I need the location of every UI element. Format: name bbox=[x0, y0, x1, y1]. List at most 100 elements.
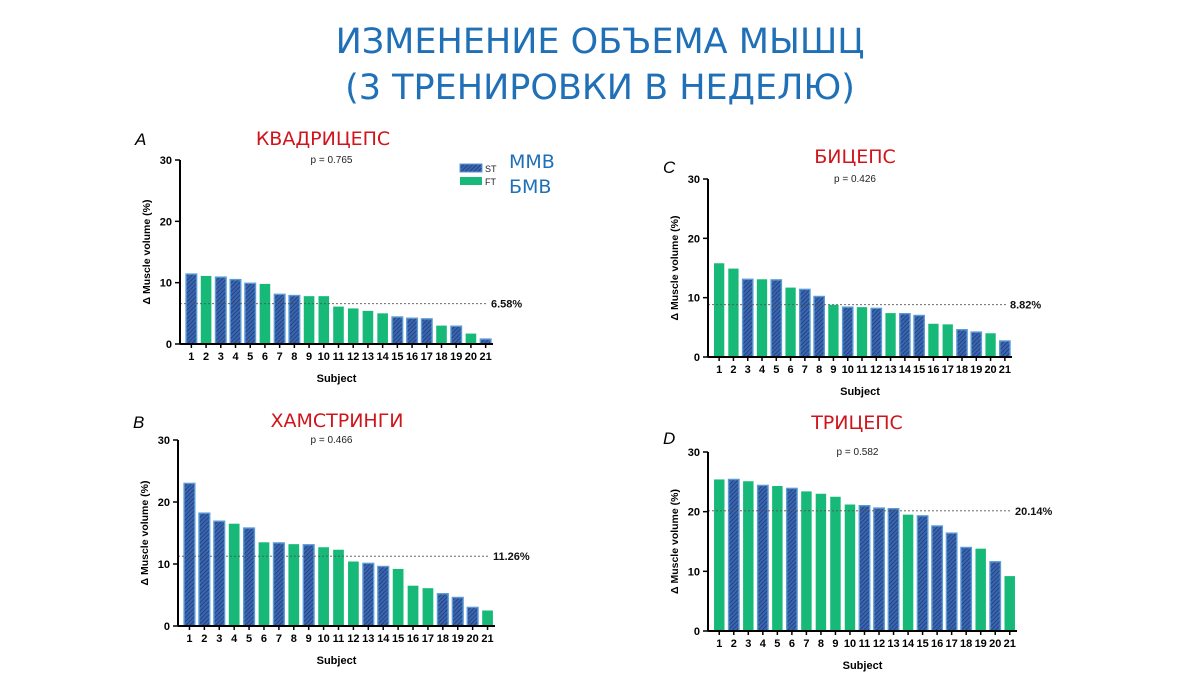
bar-subject-2 bbox=[727, 478, 740, 632]
x-tick-label: 16 bbox=[407, 633, 419, 645]
bar-subject-18 bbox=[956, 329, 968, 358]
x-tick-label: 12 bbox=[870, 364, 882, 376]
x-tick-label: 18 bbox=[435, 351, 447, 363]
x-tick-label: 19 bbox=[970, 364, 982, 376]
x-tick-label: 10 bbox=[842, 364, 854, 376]
x-tick-label: 21 bbox=[481, 633, 493, 645]
y-axis-label: Δ Muscle volume (%) bbox=[669, 489, 681, 594]
bar-subject-17 bbox=[420, 318, 433, 345]
x-tick-label: 2 bbox=[730, 364, 736, 376]
bar-subject-5 bbox=[770, 279, 783, 358]
bar-subject-11 bbox=[856, 307, 868, 357]
x-tick-label: 18 bbox=[956, 364, 968, 376]
bar-subject-15 bbox=[913, 314, 925, 358]
x-tick-label: 5 bbox=[774, 638, 780, 650]
bar-subject-14 bbox=[899, 312, 911, 358]
bar-subject-6 bbox=[259, 283, 271, 344]
legend-label-st: ST bbox=[485, 164, 497, 174]
x-tick-label: 3 bbox=[218, 351, 224, 363]
p-value-label: p = 0.466 bbox=[311, 435, 353, 446]
bar-subject-17 bbox=[942, 324, 953, 357]
x-tick-label: 15 bbox=[391, 351, 403, 363]
x-tick-label: 17 bbox=[421, 351, 433, 363]
bar-subject-11 bbox=[333, 306, 344, 344]
x-tick-label: 5 bbox=[773, 364, 779, 376]
y-tick-label: 0 bbox=[166, 339, 172, 351]
x-tick-label: 4 bbox=[759, 364, 766, 376]
x-tick-label: 2 bbox=[731, 638, 737, 650]
bar-subject-17 bbox=[422, 588, 434, 626]
x-tick-label: 19 bbox=[975, 638, 987, 650]
bar-subject-4 bbox=[228, 523, 240, 626]
x-tick-label: 11 bbox=[333, 351, 345, 363]
y-tick-label: 30 bbox=[688, 174, 700, 186]
x-tick-label: 8 bbox=[291, 633, 297, 645]
bar-subject-6 bbox=[785, 287, 796, 357]
y-tick-label: 30 bbox=[160, 155, 172, 167]
bar-subject-4 bbox=[756, 484, 769, 632]
x-tick-label: 14 bbox=[899, 364, 912, 376]
bar-subject-13 bbox=[362, 310, 374, 344]
bar-subject-13 bbox=[887, 507, 900, 632]
panel-letter: A bbox=[134, 130, 146, 149]
x-tick-label: 18 bbox=[437, 633, 449, 645]
x-tick-label: 5 bbox=[247, 351, 253, 363]
x-tick-label: 5 bbox=[246, 633, 252, 645]
x-tick-label: 10 bbox=[318, 351, 330, 363]
x-tick-label: 9 bbox=[306, 351, 312, 363]
bar-subject-13 bbox=[885, 313, 896, 357]
x-tick-label: 8 bbox=[291, 351, 297, 363]
x-tick-label: 6 bbox=[788, 364, 794, 376]
bar-subject-7 bbox=[272, 542, 285, 627]
x-tick-label: 7 bbox=[277, 351, 283, 363]
x-tick-label: 7 bbox=[276, 633, 282, 645]
bar-subject-19 bbox=[975, 548, 986, 631]
x-tick-label: 7 bbox=[803, 638, 809, 650]
bar-subject-12 bbox=[870, 307, 883, 358]
bar-subject-5 bbox=[772, 486, 783, 631]
x-tick-label: 3 bbox=[745, 364, 751, 376]
x-tick-label: 15 bbox=[392, 633, 404, 645]
y-tick-label: 30 bbox=[158, 435, 170, 447]
bar-subject-20 bbox=[989, 561, 1002, 632]
panel-letter: B bbox=[133, 413, 144, 432]
bar-subject-2 bbox=[200, 275, 212, 344]
x-tick-label: 11 bbox=[333, 633, 345, 645]
x-tick-label: 19 bbox=[450, 351, 462, 363]
x-tick-label: 16 bbox=[931, 638, 943, 650]
x-tick-label: 14 bbox=[377, 633, 390, 645]
bar-subject-21 bbox=[482, 610, 493, 626]
x-axis-label: Subject bbox=[317, 655, 357, 667]
panel-title: ХАМСТРИНГИ bbox=[270, 410, 403, 432]
bar-subject-20 bbox=[466, 606, 479, 627]
x-tick-label: 1 bbox=[188, 351, 194, 363]
bar-subject-14 bbox=[902, 514, 914, 631]
x-tick-label: 11 bbox=[859, 638, 871, 650]
bar-subject-10 bbox=[318, 296, 330, 344]
bar-subject-5 bbox=[243, 527, 256, 627]
p-value-label: p = 0.426 bbox=[834, 174, 876, 185]
x-tick-label: 8 bbox=[816, 364, 822, 376]
bar-subject-14 bbox=[377, 565, 390, 627]
bar-subject-6 bbox=[258, 542, 270, 626]
y-tick-label: 0 bbox=[694, 626, 700, 638]
x-tick-label: 2 bbox=[201, 633, 207, 645]
bar-subject-9 bbox=[302, 544, 315, 627]
bar-subject-19 bbox=[970, 331, 983, 358]
bar-subject-1 bbox=[714, 263, 725, 357]
x-axis-label: Subject bbox=[843, 660, 883, 672]
x-tick-label: 12 bbox=[347, 351, 359, 363]
bar-subject-10 bbox=[318, 547, 329, 626]
main-title-line-2: (3 ТРЕНИРОВКИ В НЕДЕЛЮ) bbox=[345, 68, 855, 108]
bar-subject-8 bbox=[815, 493, 827, 631]
x-tick-label: 9 bbox=[830, 364, 836, 376]
x-tick-label: 10 bbox=[317, 633, 329, 645]
x-tick-label: 6 bbox=[789, 638, 795, 650]
bar-subject-20 bbox=[985, 333, 996, 357]
x-tick-label: 1 bbox=[716, 638, 722, 650]
x-tick-label: 18 bbox=[960, 638, 972, 650]
bar-subject-3 bbox=[741, 278, 754, 358]
x-tick-label: 13 bbox=[887, 638, 899, 650]
bar-subject-7 bbox=[273, 293, 286, 345]
